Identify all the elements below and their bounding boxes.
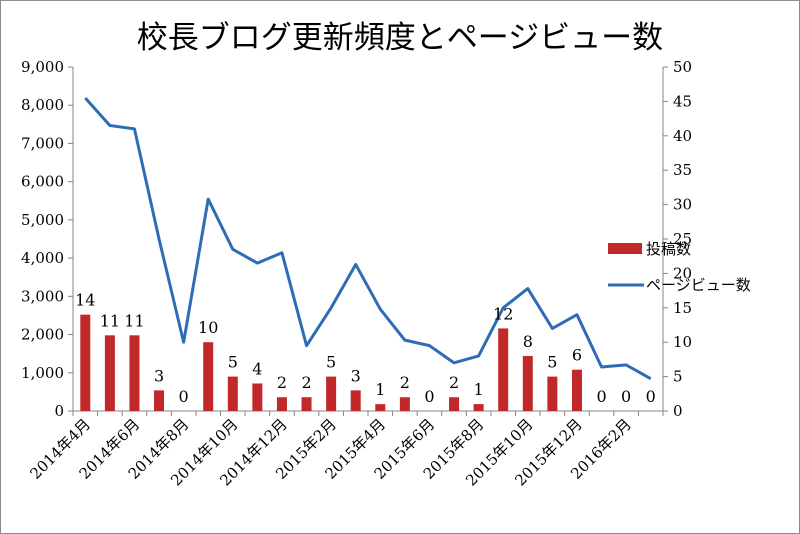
bar [571, 369, 582, 411]
chart-axes: 0 1,000 2,000 3,000 4,000 5,000 6,000 7,000 8,00… [21, 58, 692, 490]
legend-label-line: ページビュー数 [646, 276, 751, 294]
bar-data-label: 0 [621, 387, 631, 406]
bar [498, 328, 509, 411]
bar-data-label: 5 [326, 353, 336, 372]
bar [227, 376, 238, 411]
y-right-tick-label: 5 [673, 368, 683, 386]
bar [522, 355, 533, 411]
y-left-tick-label: 6,000 [21, 173, 64, 191]
bar-data-label: 5 [547, 353, 557, 372]
bar [203, 342, 214, 411]
bar-data-label: 2 [449, 373, 459, 392]
y-right-tick-label: 40 [673, 127, 692, 145]
line-path [84, 96, 652, 380]
y-left-tick-label: 4,000 [21, 249, 64, 267]
bar-data-label: 0 [646, 387, 656, 406]
y-right-tick-label: 20 [673, 264, 692, 282]
bar [375, 404, 386, 411]
bar-data-label: 11 [124, 311, 144, 330]
bar-data-label: 10 [198, 318, 218, 337]
bar-data-label: 0 [424, 387, 434, 406]
bar [350, 390, 361, 411]
y-right-tick-label: 35 [673, 161, 692, 179]
line-series [84, 96, 652, 380]
bar [399, 397, 410, 411]
bar-data-label: 0 [596, 387, 606, 406]
y-left-tick-label: 0 [54, 402, 64, 420]
legend-swatch-bar [608, 243, 642, 254]
bar-data-label: 14 [75, 291, 95, 310]
y-right-tick-label: 45 [673, 92, 692, 110]
bar-data-label: 1 [375, 380, 385, 399]
bar [252, 383, 263, 411]
y-right-tick-label: 25 [673, 230, 692, 248]
y-left-tick-label: 1,000 [21, 364, 64, 382]
legend-label-bar: 投稿数 [646, 240, 691, 258]
bar [547, 376, 558, 411]
bar-data-label: 1 [474, 380, 484, 399]
bar-data-label: 0 [179, 387, 189, 406]
y-right-tick-label: 50 [673, 58, 692, 76]
bar-data-label: 11 [100, 311, 120, 330]
bar-data-label: 12 [493, 304, 513, 323]
bar [129, 335, 140, 411]
y-left-tick-label: 9,000 [21, 58, 64, 76]
bar-data-label: 6 [572, 346, 582, 365]
bar-data-label: 4 [252, 359, 262, 378]
y-left-tick-label: 5,000 [21, 211, 64, 229]
bar [104, 335, 115, 411]
bar-data-label: 2 [400, 373, 410, 392]
y-right-tick-label: 30 [673, 196, 692, 214]
bar-data-label: 3 [154, 366, 164, 385]
y-left-tick-label: 7,000 [21, 134, 64, 152]
y-left-tick-label: 2,000 [21, 326, 64, 344]
y-right-tick-label: 10 [673, 333, 692, 351]
bar-data-label: 2 [277, 373, 287, 392]
bar-data-label: 5 [228, 353, 238, 372]
bar-data-label: 3 [351, 366, 361, 385]
y-right-tick-label: 15 [673, 299, 692, 317]
bar-series [80, 314, 582, 411]
bar [154, 390, 165, 411]
bar [301, 397, 312, 411]
bar [80, 314, 91, 411]
bar [449, 397, 460, 411]
bar [276, 397, 287, 411]
chart-title: 校長ブログ更新頻度とページビュー数 [137, 20, 663, 56]
y-left-tick-label: 3,000 [21, 287, 64, 305]
bar-data-label: 8 [523, 332, 533, 351]
y-left-tick-label: 8,000 [21, 96, 64, 114]
bar [473, 404, 484, 411]
bar-data-label: 2 [301, 373, 311, 392]
bar [326, 376, 337, 411]
y-right-tick-label: 0 [673, 402, 683, 420]
